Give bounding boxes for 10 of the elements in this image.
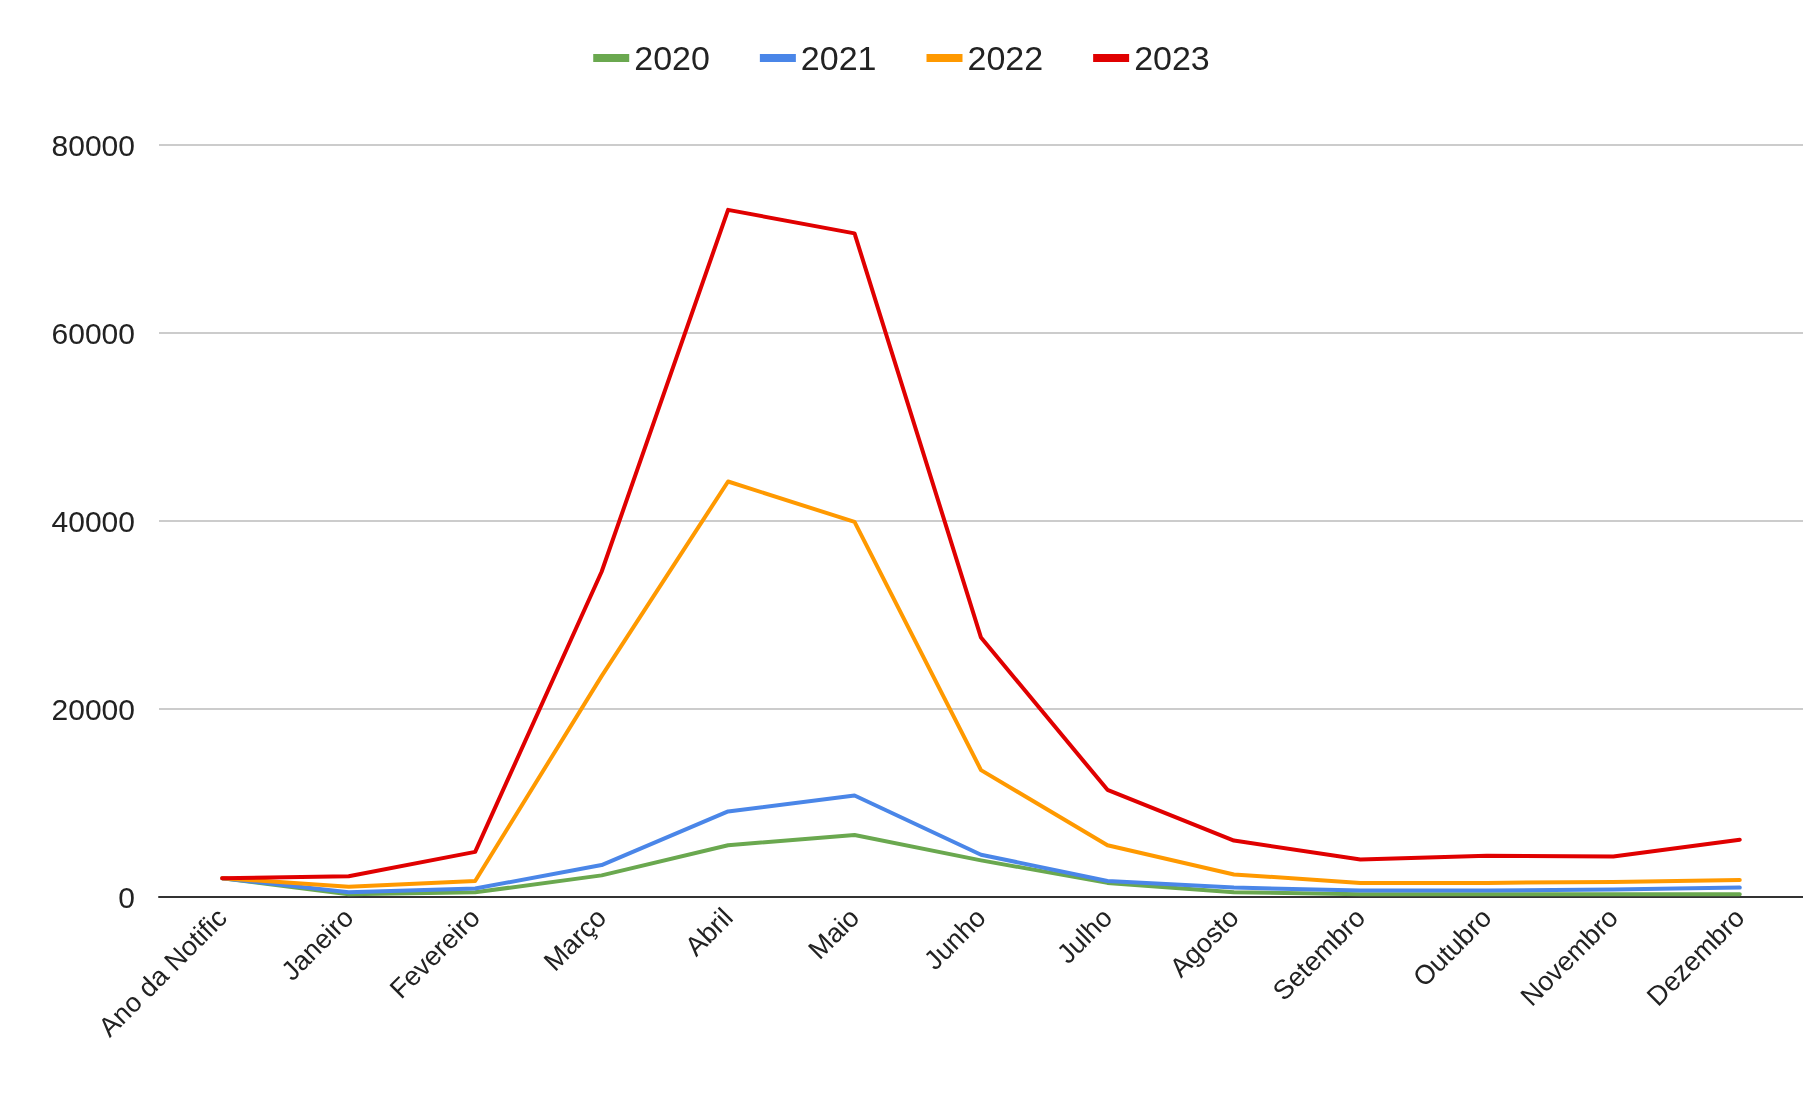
- legend-label: 2022: [967, 39, 1044, 77]
- line-series: [220, 207, 1742, 881]
- y-tick-label: 40000: [51, 504, 135, 538]
- y-tick-label: 60000: [51, 316, 135, 350]
- legend-label: 2023: [1134, 39, 1210, 77]
- legend-label: 2020: [634, 39, 710, 77]
- y-tick-label: 80000: [51, 128, 135, 162]
- y-tick-label: 20000: [51, 692, 135, 726]
- legend-label: 2021: [800, 39, 877, 77]
- y-tick-label: 0: [118, 880, 135, 914]
